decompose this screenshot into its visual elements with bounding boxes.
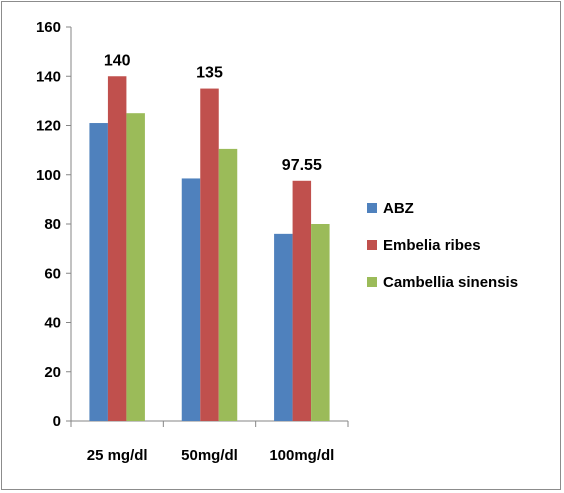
bar-abz-0 — [89, 123, 108, 421]
y-tick-label: 20 — [44, 364, 61, 381]
x-tick-label: 50mg/dl — [181, 447, 238, 464]
data-label: 140 — [104, 52, 131, 69]
legend-swatch — [367, 240, 377, 250]
bar-abz-2 — [274, 233, 293, 421]
bar-embelia-ribes-0 — [107, 76, 127, 421]
data-labels: 140 135 97.55 — [104, 52, 322, 174]
y-tick-label: 140 — [36, 68, 61, 85]
x-tick-label: 100mg/dl — [269, 447, 334, 464]
y-tick-label: 160 — [36, 19, 61, 36]
legend-label: Cambellia sinensis — [383, 274, 518, 291]
x-tick-label: 25 mg/dl — [87, 447, 148, 464]
bar-embelia-ribes-2 — [292, 180, 312, 421]
y-tick-label: 100 — [36, 167, 61, 184]
data-label: 135 — [196, 65, 223, 82]
bar-cambellia-sinensis-2 — [311, 224, 330, 421]
bars — [89, 76, 330, 422]
bar-cambellia-sinensis-0 — [126, 113, 145, 421]
legend-label: ABZ — [383, 200, 414, 217]
x-axis: 25 mg/dl 50mg/dl 100mg/dl — [70, 420, 349, 464]
y-tick-label: 60 — [44, 265, 61, 282]
data-label: 97.55 — [282, 157, 322, 174]
legend: ABZ Embelia ribes Cambellia sinensis — [367, 200, 518, 291]
y-tick-label: 0 — [53, 413, 61, 430]
y-axis: 0 20 40 60 80 100 120 140 160 — [36, 19, 72, 430]
legend-swatch — [367, 277, 377, 287]
legend-label: Embelia ribes — [383, 237, 481, 254]
y-tick-label: 80 — [44, 216, 61, 233]
bar-embelia-ribes-1 — [200, 88, 219, 421]
bar-cambellia-sinensis-1 — [218, 148, 238, 422]
y-tick-label: 40 — [44, 315, 61, 332]
bar-abz-1 — [181, 178, 201, 421]
legend-swatch — [367, 203, 377, 213]
y-tick-label: 120 — [36, 118, 61, 135]
